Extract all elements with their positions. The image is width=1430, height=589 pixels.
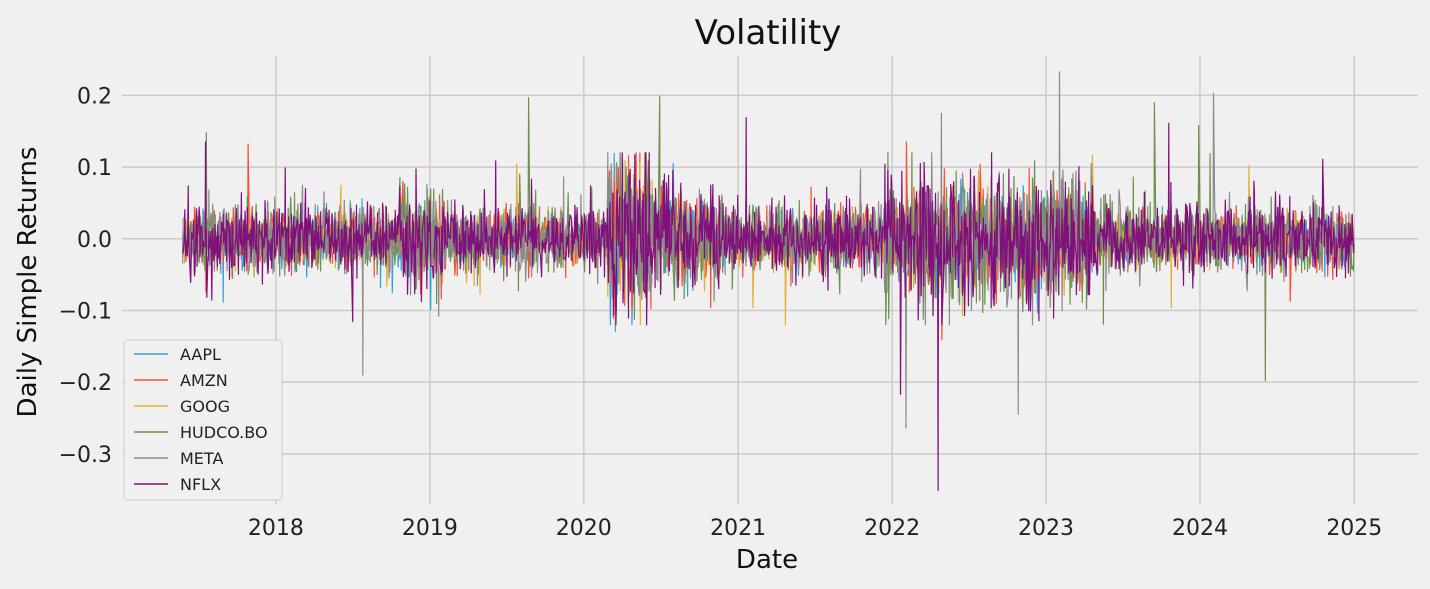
y-tick-label: 0.1	[77, 156, 112, 181]
x-tick-label: 2018	[248, 516, 304, 541]
series-line-nflx	[182, 116, 1355, 491]
legend-label: AMZN	[180, 371, 228, 390]
x-axis-title: Date	[736, 545, 798, 575]
y-tick-label: 0.0	[77, 228, 112, 253]
tick-labels: 0.2 0.1 0.0 −0.1 −0.2 −0.3 2018 2019 2020 2021 202…	[59, 84, 1383, 541]
x-tick-label: 2023	[1018, 516, 1074, 541]
legend-label: NFLX	[180, 475, 221, 494]
legend-label: AAPL	[180, 345, 221, 364]
legend-label: META	[180, 449, 223, 468]
x-tick-label: 2019	[402, 516, 458, 541]
series-layer	[182, 71, 1355, 491]
legend: AAPL AMZN GOOG HUDCO.BO META NFLX	[123, 339, 283, 501]
y-tick-label: −0.1	[59, 299, 112, 324]
x-tick-label: 2022	[864, 516, 920, 541]
chart-title: Volatility	[695, 13, 842, 53]
y-axis-title: Daily Simple Returns	[13, 147, 43, 418]
legend-label: HUDCO.BO	[180, 423, 268, 442]
x-tick-label: 2025	[1326, 516, 1382, 541]
y-tick-label: −0.2	[59, 371, 112, 396]
y-tick-label: 0.2	[77, 84, 112, 109]
x-tick-label: 2021	[710, 516, 766, 541]
x-tick-label: 2024	[1172, 516, 1228, 541]
x-tick-label: 2020	[556, 516, 612, 541]
y-tick-label: −0.3	[59, 443, 112, 468]
legend-label: GOOG	[180, 397, 230, 416]
